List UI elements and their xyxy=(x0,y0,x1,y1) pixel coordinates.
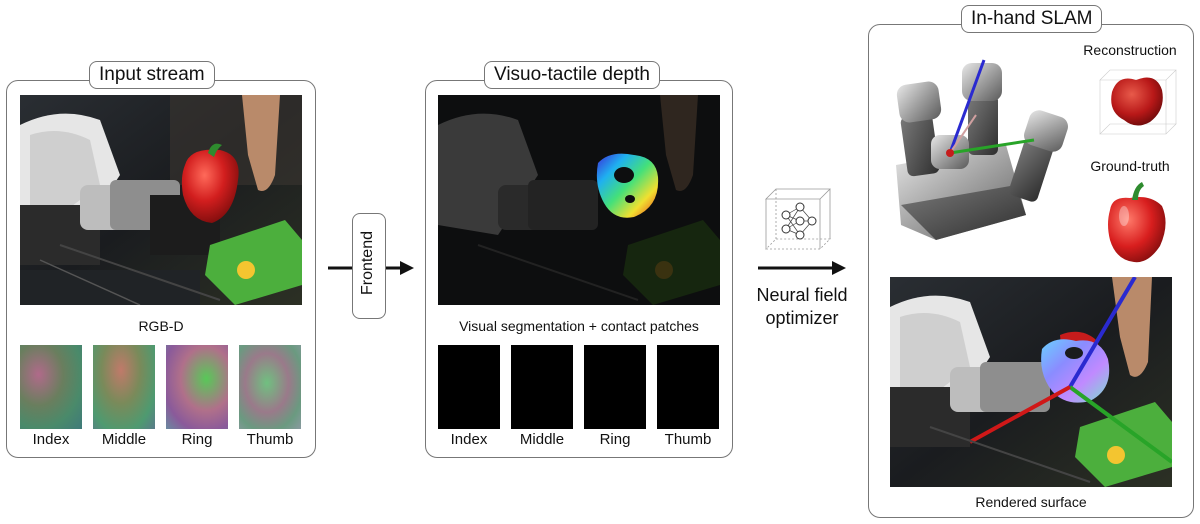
optimizer-arrow xyxy=(758,261,846,275)
input-tactile-label-middle: Middle xyxy=(101,431,147,448)
depth-tactile-ring xyxy=(584,345,646,429)
optimizer-label-line1: Neural field xyxy=(756,285,848,305)
reconstruction-label: Reconstruction xyxy=(1083,42,1177,58)
input-tactile-ring xyxy=(166,345,228,429)
frontend-label: Frontend xyxy=(359,230,376,296)
frontend-box xyxy=(352,213,386,319)
input-tactile-label-index: Index xyxy=(32,431,70,448)
depth-tactile-middle xyxy=(511,345,573,429)
depth-tactile-label-thumb: Thumb xyxy=(664,431,712,448)
rendered-surface-image xyxy=(890,277,1172,487)
input-tactile-thumb xyxy=(239,345,301,429)
depth-tactile-thumb xyxy=(657,345,719,429)
depth-tactile-index xyxy=(438,345,500,429)
optimizer-label-line2: optimizer xyxy=(765,308,839,328)
rgbd-caption: RGB-D xyxy=(138,318,184,334)
segmentation-caption: Visual segmentation + contact patches xyxy=(459,318,699,334)
depth-tactile-label-ring: Ring xyxy=(599,431,631,448)
visuo-tactile-depth-title: Visuo-tactile depth xyxy=(484,61,660,89)
input-tactile-label-ring: Ring xyxy=(181,431,213,448)
rgbd-image xyxy=(20,95,302,305)
input-stream-title: Input stream xyxy=(89,61,215,89)
reconstruction-render xyxy=(1099,69,1177,135)
segmentation-image xyxy=(438,95,720,305)
neural-network-icon xyxy=(765,188,831,250)
depth-tactile-label-index: Index xyxy=(450,431,488,448)
input-tactile-label-thumb: Thumb xyxy=(246,431,294,448)
ground-truth-render xyxy=(1108,182,1166,263)
in-hand-slam-title: In-hand SLAM xyxy=(961,5,1103,33)
depth-tactile-label-middle: Middle xyxy=(519,431,565,448)
input-tactile-index xyxy=(20,345,82,429)
input-tactile-middle xyxy=(93,345,155,429)
robot-hand-render xyxy=(896,59,1068,240)
rendered-surface-caption: Rendered surface xyxy=(975,494,1087,510)
ground-truth-label: Ground-truth xyxy=(1090,158,1170,174)
